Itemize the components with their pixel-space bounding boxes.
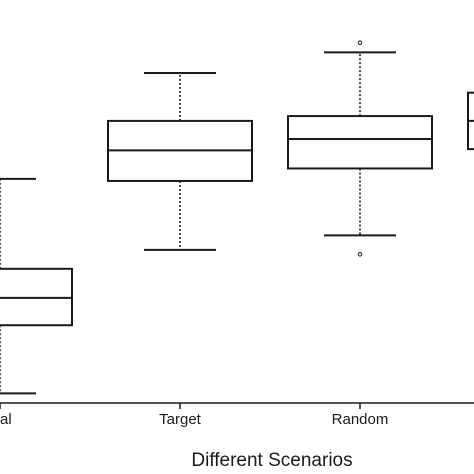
- box-group-target: [107, 71, 253, 251]
- box-group-partial: [467, 91, 474, 151]
- x-axis-title: Different Scenarios: [191, 450, 352, 471]
- box-group-random: [287, 40, 433, 257]
- outlier-point-random-0: [357, 251, 363, 257]
- x-tick-label-original: inal: [0, 411, 12, 428]
- x-axis-ticks: inal Target Random: [0, 403, 389, 428]
- box-random: [287, 115, 433, 170]
- box-group-original: [0, 177, 73, 395]
- x-tick-label-random: Random: [332, 411, 389, 428]
- x-tick-label-target: Target: [159, 411, 202, 428]
- plot-area: [0, 40, 474, 395]
- outlier-point-random-1: [357, 40, 363, 46]
